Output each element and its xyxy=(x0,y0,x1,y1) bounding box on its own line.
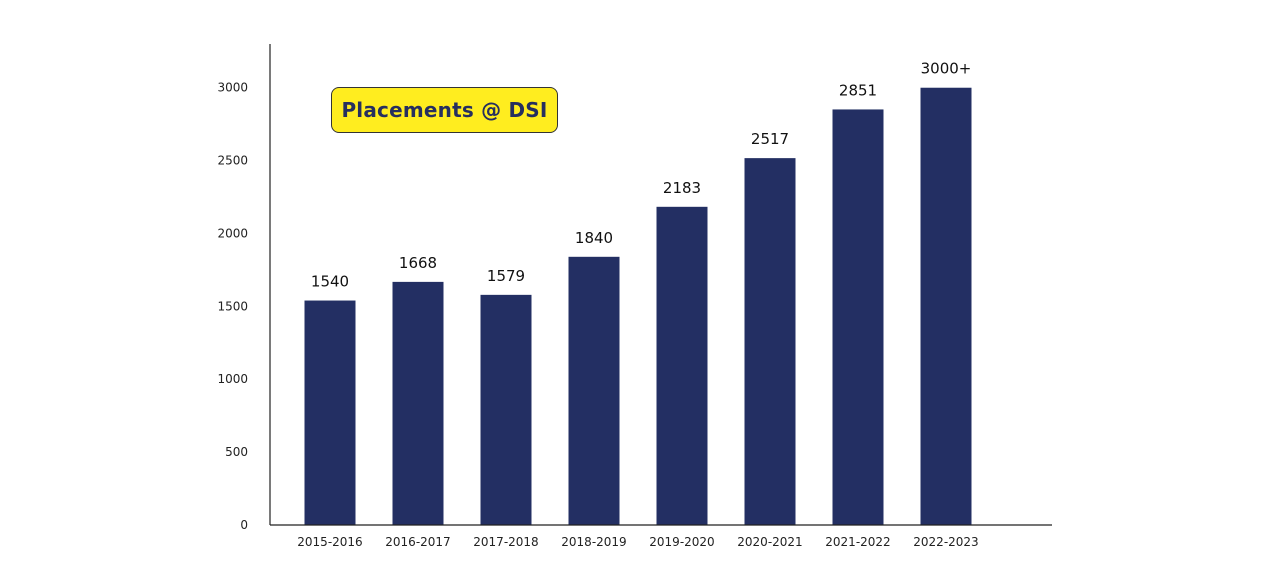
x-axis-ticks: 2015-2016 2016-2017 2017-2018 2018-2019 2019… xyxy=(297,535,978,549)
data-labels: 1540 1668 1579 1840 2183 2517 2851 3000+ xyxy=(311,60,971,291)
y-tick-label: 1000 xyxy=(217,372,248,386)
data-label: 1540 xyxy=(311,273,349,291)
data-label: 2851 xyxy=(839,81,877,99)
y-tick-label: 3000 xyxy=(217,81,248,95)
y-tick-label: 2000 xyxy=(217,226,248,240)
x-tick-label: 2018-2019 xyxy=(561,535,626,549)
data-label: 2183 xyxy=(663,179,701,197)
data-label: 1668 xyxy=(399,254,437,272)
bar xyxy=(832,109,884,525)
y-tick-label: 0 xyxy=(240,518,248,532)
x-tick-label: 2020-2021 xyxy=(737,535,802,549)
y-tick-label: 1500 xyxy=(217,299,248,313)
data-label: 3000+ xyxy=(921,60,972,78)
data-label: 2517 xyxy=(751,130,789,148)
bar xyxy=(568,256,620,525)
y-tick-label: 500 xyxy=(225,445,248,459)
x-tick-label: 2021-2022 xyxy=(825,535,890,549)
bars xyxy=(304,87,972,526)
y-tick-label: 2500 xyxy=(217,154,248,168)
x-tick-label: 2017-2018 xyxy=(473,535,538,549)
x-tick-label: 2015-2016 xyxy=(297,535,362,549)
y-axis-ticks: 0 500 1000 1500 2000 2500 3000 xyxy=(217,81,248,532)
bar xyxy=(392,281,444,525)
bar xyxy=(656,206,708,525)
chart-title: Placements @ DSI xyxy=(331,87,558,133)
data-label: 1840 xyxy=(575,229,613,247)
bar xyxy=(304,300,356,525)
x-tick-label: 2022-2023 xyxy=(913,535,978,549)
bar xyxy=(920,87,972,526)
bar xyxy=(744,158,796,526)
bar xyxy=(480,294,532,525)
data-label: 1579 xyxy=(487,267,525,285)
x-tick-label: 2019-2020 xyxy=(649,535,714,549)
x-tick-label: 2016-2017 xyxy=(385,535,450,549)
